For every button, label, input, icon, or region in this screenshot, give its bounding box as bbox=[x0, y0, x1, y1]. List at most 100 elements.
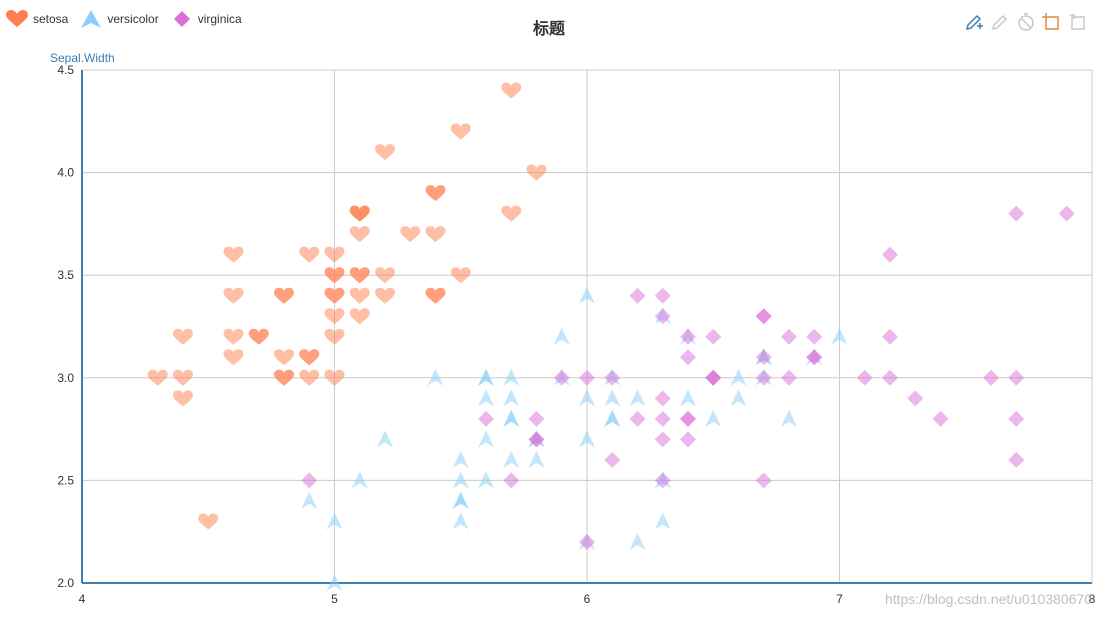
point-versicolor bbox=[705, 409, 722, 427]
point-virginica bbox=[755, 308, 772, 325]
point-setosa bbox=[324, 267, 345, 284]
point-virginica bbox=[629, 287, 646, 304]
point-setosa bbox=[324, 369, 345, 386]
y-tick-label: 2.0 bbox=[57, 576, 74, 590]
point-virginica bbox=[654, 410, 671, 427]
point-versicolor bbox=[604, 389, 621, 407]
point-setosa bbox=[147, 369, 168, 386]
point-setosa bbox=[349, 226, 370, 243]
point-virginica bbox=[680, 410, 696, 427]
point-versicolor bbox=[478, 389, 494, 407]
point-versicolor bbox=[604, 409, 621, 427]
y-tick-label: 2.5 bbox=[57, 473, 74, 487]
point-virginica bbox=[1008, 205, 1025, 222]
point-versicolor bbox=[427, 368, 444, 386]
point-setosa bbox=[223, 287, 244, 304]
point-versicolor bbox=[452, 471, 469, 489]
point-versicolor bbox=[503, 389, 520, 407]
point-setosa bbox=[425, 287, 446, 304]
y-axis-name: Sepal.Width bbox=[50, 51, 115, 65]
point-virginica bbox=[604, 451, 621, 468]
legend-item-setosa[interactable]: setosa bbox=[6, 10, 68, 28]
point-versicolor bbox=[351, 471, 368, 489]
watermark: https://blog.csdn.net/u010380670 bbox=[884, 591, 1092, 607]
legend-label: versicolor bbox=[107, 12, 159, 26]
point-versicolor bbox=[579, 430, 595, 448]
point-setosa bbox=[173, 390, 193, 407]
mark-undo-icon[interactable] bbox=[990, 12, 1010, 32]
point-setosa bbox=[425, 226, 446, 243]
mark-clear-icon[interactable] bbox=[1016, 12, 1036, 32]
point-virginica bbox=[680, 328, 696, 345]
x-tick-label: 4 bbox=[79, 592, 86, 606]
legend-label: virginica bbox=[197, 12, 242, 26]
point-setosa bbox=[198, 513, 219, 530]
point-versicolor bbox=[503, 368, 520, 386]
point-virginica bbox=[755, 369, 772, 386]
point-virginica bbox=[983, 369, 999, 386]
point-setosa bbox=[248, 328, 269, 345]
point-virginica bbox=[528, 410, 545, 427]
point-setosa bbox=[274, 349, 294, 366]
point-versicolor bbox=[478, 368, 494, 386]
point-setosa bbox=[349, 308, 370, 325]
point-versicolor bbox=[503, 409, 520, 427]
point-setosa bbox=[274, 287, 294, 304]
point-setosa bbox=[324, 246, 345, 263]
point-setosa bbox=[173, 369, 193, 386]
point-versicolor bbox=[629, 389, 646, 407]
point-setosa bbox=[375, 287, 395, 304]
data-zoom-reset-icon[interactable] bbox=[1068, 12, 1088, 32]
point-virginica bbox=[654, 390, 671, 407]
point-virginica bbox=[579, 533, 595, 550]
point-setosa bbox=[223, 246, 244, 263]
heart-icon bbox=[6, 10, 28, 27]
data-points bbox=[147, 82, 1075, 591]
point-virginica bbox=[604, 369, 621, 386]
point-versicolor bbox=[654, 512, 671, 530]
point-virginica bbox=[654, 287, 671, 304]
point-versicolor bbox=[528, 450, 545, 468]
point-setosa bbox=[324, 308, 345, 325]
point-versicolor bbox=[579, 286, 595, 304]
legend-label: setosa bbox=[33, 12, 69, 26]
point-setosa bbox=[526, 164, 547, 181]
point-virginica bbox=[654, 472, 671, 489]
point-setosa bbox=[400, 226, 421, 243]
point-virginica bbox=[932, 410, 949, 427]
data-zoom-icon[interactable] bbox=[1042, 12, 1062, 32]
point-virginica bbox=[1008, 451, 1025, 468]
point-virginica bbox=[680, 431, 696, 448]
point-versicolor bbox=[730, 368, 747, 386]
point-setosa bbox=[349, 287, 370, 304]
point-virginica bbox=[907, 390, 924, 407]
point-versicolor bbox=[301, 491, 318, 509]
point-virginica bbox=[654, 431, 671, 448]
point-virginica bbox=[856, 369, 873, 386]
legend-item-virginica[interactable]: virginica bbox=[171, 10, 242, 28]
y-tick-label: 4.5 bbox=[57, 63, 74, 77]
mark-icon[interactable] bbox=[964, 12, 984, 32]
point-versicolor bbox=[377, 430, 393, 448]
point-versicolor bbox=[831, 327, 848, 345]
point-virginica bbox=[755, 349, 772, 366]
point-setosa bbox=[375, 267, 395, 284]
point-setosa bbox=[349, 267, 370, 284]
point-virginica bbox=[478, 410, 494, 427]
point-virginica bbox=[680, 349, 696, 366]
legend-item-versicolor[interactable]: versicolor bbox=[80, 10, 159, 28]
point-setosa bbox=[375, 144, 395, 161]
point-setosa bbox=[173, 328, 193, 345]
point-setosa bbox=[223, 328, 244, 345]
point-setosa bbox=[299, 349, 320, 366]
point-virginica bbox=[301, 472, 318, 489]
point-versicolor bbox=[326, 574, 343, 591]
point-versicolor bbox=[503, 450, 520, 468]
legend: setosa versicolor virginica bbox=[6, 10, 242, 28]
point-virginica bbox=[882, 328, 898, 345]
chart-title: 标题 bbox=[532, 21, 565, 38]
point-virginica bbox=[1058, 205, 1075, 222]
point-virginica bbox=[579, 369, 595, 386]
point-virginica bbox=[806, 349, 823, 366]
point-virginica bbox=[528, 431, 545, 448]
